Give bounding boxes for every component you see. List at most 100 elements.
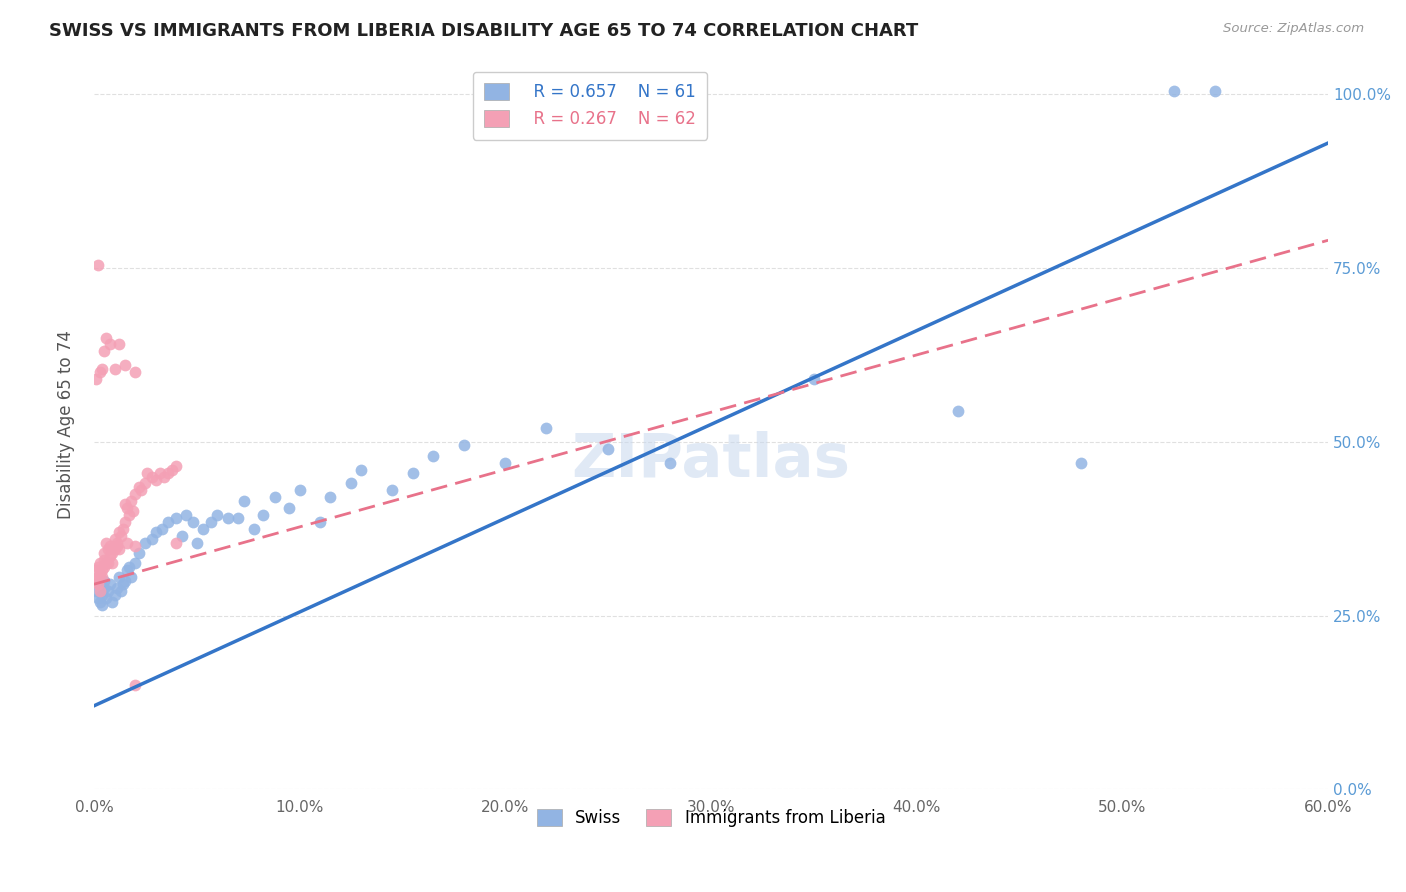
Point bbox=[200, 515, 222, 529]
Point bbox=[87, 591, 110, 606]
Point bbox=[87, 559, 110, 574]
Point bbox=[114, 359, 136, 373]
Point bbox=[111, 577, 134, 591]
Point bbox=[124, 365, 146, 379]
Point bbox=[91, 588, 114, 602]
Point bbox=[176, 508, 198, 522]
Point bbox=[122, 504, 145, 518]
Point bbox=[84, 574, 107, 588]
Point bbox=[150, 522, 173, 536]
Point bbox=[120, 493, 142, 508]
Point bbox=[233, 493, 256, 508]
Point bbox=[93, 344, 115, 359]
Point bbox=[118, 559, 141, 574]
Point bbox=[252, 508, 274, 522]
Point bbox=[107, 542, 129, 557]
Point bbox=[288, 483, 311, 498]
Point bbox=[114, 515, 136, 529]
Point bbox=[1070, 456, 1092, 470]
Point bbox=[89, 365, 111, 379]
Point bbox=[128, 546, 150, 560]
Point bbox=[191, 522, 214, 536]
Point bbox=[422, 449, 444, 463]
Point bbox=[165, 511, 187, 525]
Point bbox=[97, 584, 120, 599]
Point bbox=[278, 500, 301, 515]
Point bbox=[156, 515, 179, 529]
Point bbox=[402, 466, 425, 480]
Point bbox=[87, 258, 110, 272]
Text: Source: ZipAtlas.com: Source: ZipAtlas.com bbox=[1223, 22, 1364, 36]
Point bbox=[93, 546, 115, 560]
Point bbox=[89, 557, 111, 571]
Point bbox=[89, 584, 111, 599]
Point bbox=[172, 528, 194, 542]
Point bbox=[100, 549, 122, 564]
Point bbox=[114, 574, 136, 588]
Point bbox=[124, 557, 146, 571]
Point bbox=[217, 511, 239, 525]
Point bbox=[103, 542, 125, 557]
Point bbox=[536, 421, 558, 435]
Point bbox=[100, 577, 122, 591]
Point bbox=[129, 483, 152, 498]
Point bbox=[93, 559, 115, 574]
Point bbox=[145, 525, 167, 540]
Y-axis label: Disability Age 65 to 74: Disability Age 65 to 74 bbox=[58, 330, 75, 519]
Point bbox=[141, 469, 163, 483]
Point bbox=[207, 508, 229, 522]
Point bbox=[107, 337, 129, 351]
Point bbox=[264, 491, 287, 505]
Point bbox=[149, 466, 172, 480]
Point bbox=[186, 535, 208, 549]
Point bbox=[103, 588, 125, 602]
Point bbox=[226, 511, 249, 525]
Point bbox=[381, 483, 404, 498]
Point bbox=[803, 372, 825, 386]
Point bbox=[93, 553, 115, 567]
Point bbox=[96, 557, 118, 571]
Point bbox=[319, 491, 342, 505]
Point bbox=[114, 497, 136, 511]
Point bbox=[136, 466, 159, 480]
Point bbox=[105, 535, 128, 549]
Point bbox=[84, 584, 107, 599]
Point bbox=[89, 577, 111, 591]
Point bbox=[115, 500, 138, 515]
Point bbox=[96, 591, 118, 606]
Point bbox=[96, 535, 118, 549]
Point bbox=[118, 508, 141, 522]
Point bbox=[658, 456, 681, 470]
Point bbox=[181, 515, 204, 529]
Point bbox=[87, 577, 110, 591]
Point bbox=[128, 480, 150, 494]
Point bbox=[134, 535, 156, 549]
Point bbox=[91, 570, 114, 584]
Point bbox=[105, 581, 128, 595]
Point bbox=[100, 539, 122, 553]
Point bbox=[103, 361, 125, 376]
Point bbox=[91, 598, 114, 612]
Point bbox=[91, 563, 114, 577]
Point bbox=[115, 535, 138, 549]
Legend: Swiss, Immigrants from Liberia: Swiss, Immigrants from Liberia bbox=[529, 801, 894, 836]
Point bbox=[105, 539, 128, 553]
Point bbox=[107, 525, 129, 540]
Point bbox=[110, 584, 132, 599]
Point bbox=[100, 337, 122, 351]
Point bbox=[111, 522, 134, 536]
Point bbox=[494, 456, 516, 470]
Point bbox=[1204, 84, 1226, 98]
Point bbox=[153, 469, 176, 483]
Point bbox=[107, 570, 129, 584]
Point bbox=[124, 678, 146, 692]
Point bbox=[101, 546, 124, 560]
Text: ZIPatlas: ZIPatlas bbox=[571, 432, 851, 491]
Point bbox=[91, 361, 114, 376]
Point bbox=[165, 535, 187, 549]
Point bbox=[124, 487, 146, 501]
Point bbox=[165, 459, 187, 474]
Point bbox=[84, 563, 107, 577]
Point bbox=[134, 476, 156, 491]
Point bbox=[93, 574, 115, 588]
